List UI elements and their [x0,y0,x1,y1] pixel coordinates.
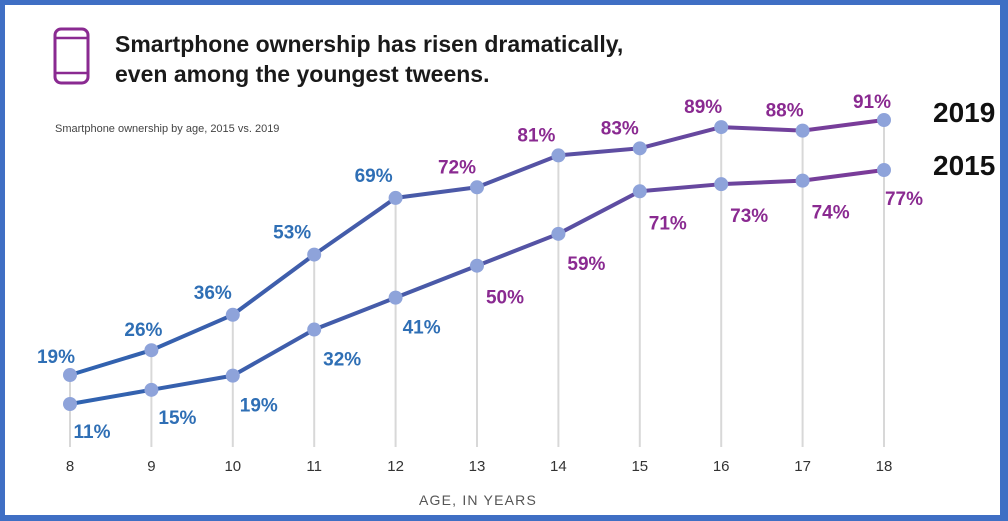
line-chart: Smartphone ownership has risen dramatica… [37,27,995,508]
x-axis-ticks: 8 9 10 11 12 13 14 15 16 17 18 [66,458,893,475]
data-point-2019 [225,307,240,322]
data-label-2019: 83% [601,118,639,139]
x-tick-label: 9 [147,458,155,475]
x-tick-label: 14 [550,458,567,475]
chart-subtitle: Smartphone ownership by age, 2015 vs. 20… [55,123,279,135]
x-tick-label: 8 [66,458,74,475]
data-point-2019 [877,113,891,127]
x-axis-label: AGE, IN YEARS [419,492,537,508]
legend-2015: 2015 [933,150,995,181]
data-label-2019: 69% [355,166,393,187]
data-point-2019 [551,148,566,163]
data-point-2019 [632,141,647,156]
x-tick-label: 10 [224,458,241,475]
data-label-2015: 77% [885,189,923,210]
data-point-2015 [877,163,891,177]
data-point-2015 [795,173,810,188]
x-tick-label: 11 [306,458,322,475]
x-tick-label: 18 [876,458,893,475]
x-tick-label: 17 [794,458,811,475]
gridlines [69,120,885,447]
data-point-2015 [225,368,240,383]
data-point-2015 [470,258,484,273]
data-labels: 19% 26% 36% 53% 69% 72% 81% 83% 89% 88% 91% 11% 15% 1… [37,92,923,443]
data-label-2015: 59% [567,254,605,275]
x-tick-label: 12 [387,458,404,475]
data-point-2019 [307,247,322,262]
data-label-2019: 36% [194,283,232,304]
data-label-2019: 81% [517,125,555,146]
data-label-2015: 15% [158,408,196,429]
data-point-2015 [388,290,403,305]
data-label-2015: 74% [812,203,850,224]
x-tick-label: 15 [631,458,648,475]
data-label-2015: 71% [649,213,687,234]
data-label-2015: 41% [403,318,441,339]
chart-title-line-2: even among the youngest tweens. [115,61,489,87]
data-point-2015 [632,184,647,199]
x-tick-label: 13 [469,458,486,475]
data-label-2015: 32% [323,350,361,371]
data-point-2015 [551,226,566,241]
data-point-2015 [63,397,77,411]
data-label-2019: 88% [766,101,804,122]
data-label-2015: 19% [240,396,278,417]
data-label-2019: 91% [853,92,891,113]
data-point-2019 [63,368,77,382]
data-label-2015: 73% [730,206,768,227]
data-point-2019 [795,123,810,138]
data-label-2019: 26% [124,320,162,341]
data-point-2015 [307,322,322,337]
data-point-2019 [144,343,159,358]
data-label-2019: 89% [684,97,722,118]
smartphone-icon [53,27,90,85]
chart-title-line-1: Smartphone ownership has risen dramatica… [115,31,623,57]
data-point-2019 [470,180,484,195]
data-point-2015 [714,177,729,192]
legend-2019: 2019 [933,97,995,128]
data-point-2015 [144,382,159,397]
series-markers [63,113,891,411]
data-label-2019: 72% [438,157,476,178]
data-label-2015: 11% [74,422,111,443]
data-label-2015: 50% [486,288,524,309]
x-tick-label: 16 [713,458,730,475]
data-label-2019: 53% [273,223,311,244]
data-point-2019 [388,190,403,205]
data-label-2019: 19% [37,347,75,368]
data-point-2019 [714,120,729,135]
